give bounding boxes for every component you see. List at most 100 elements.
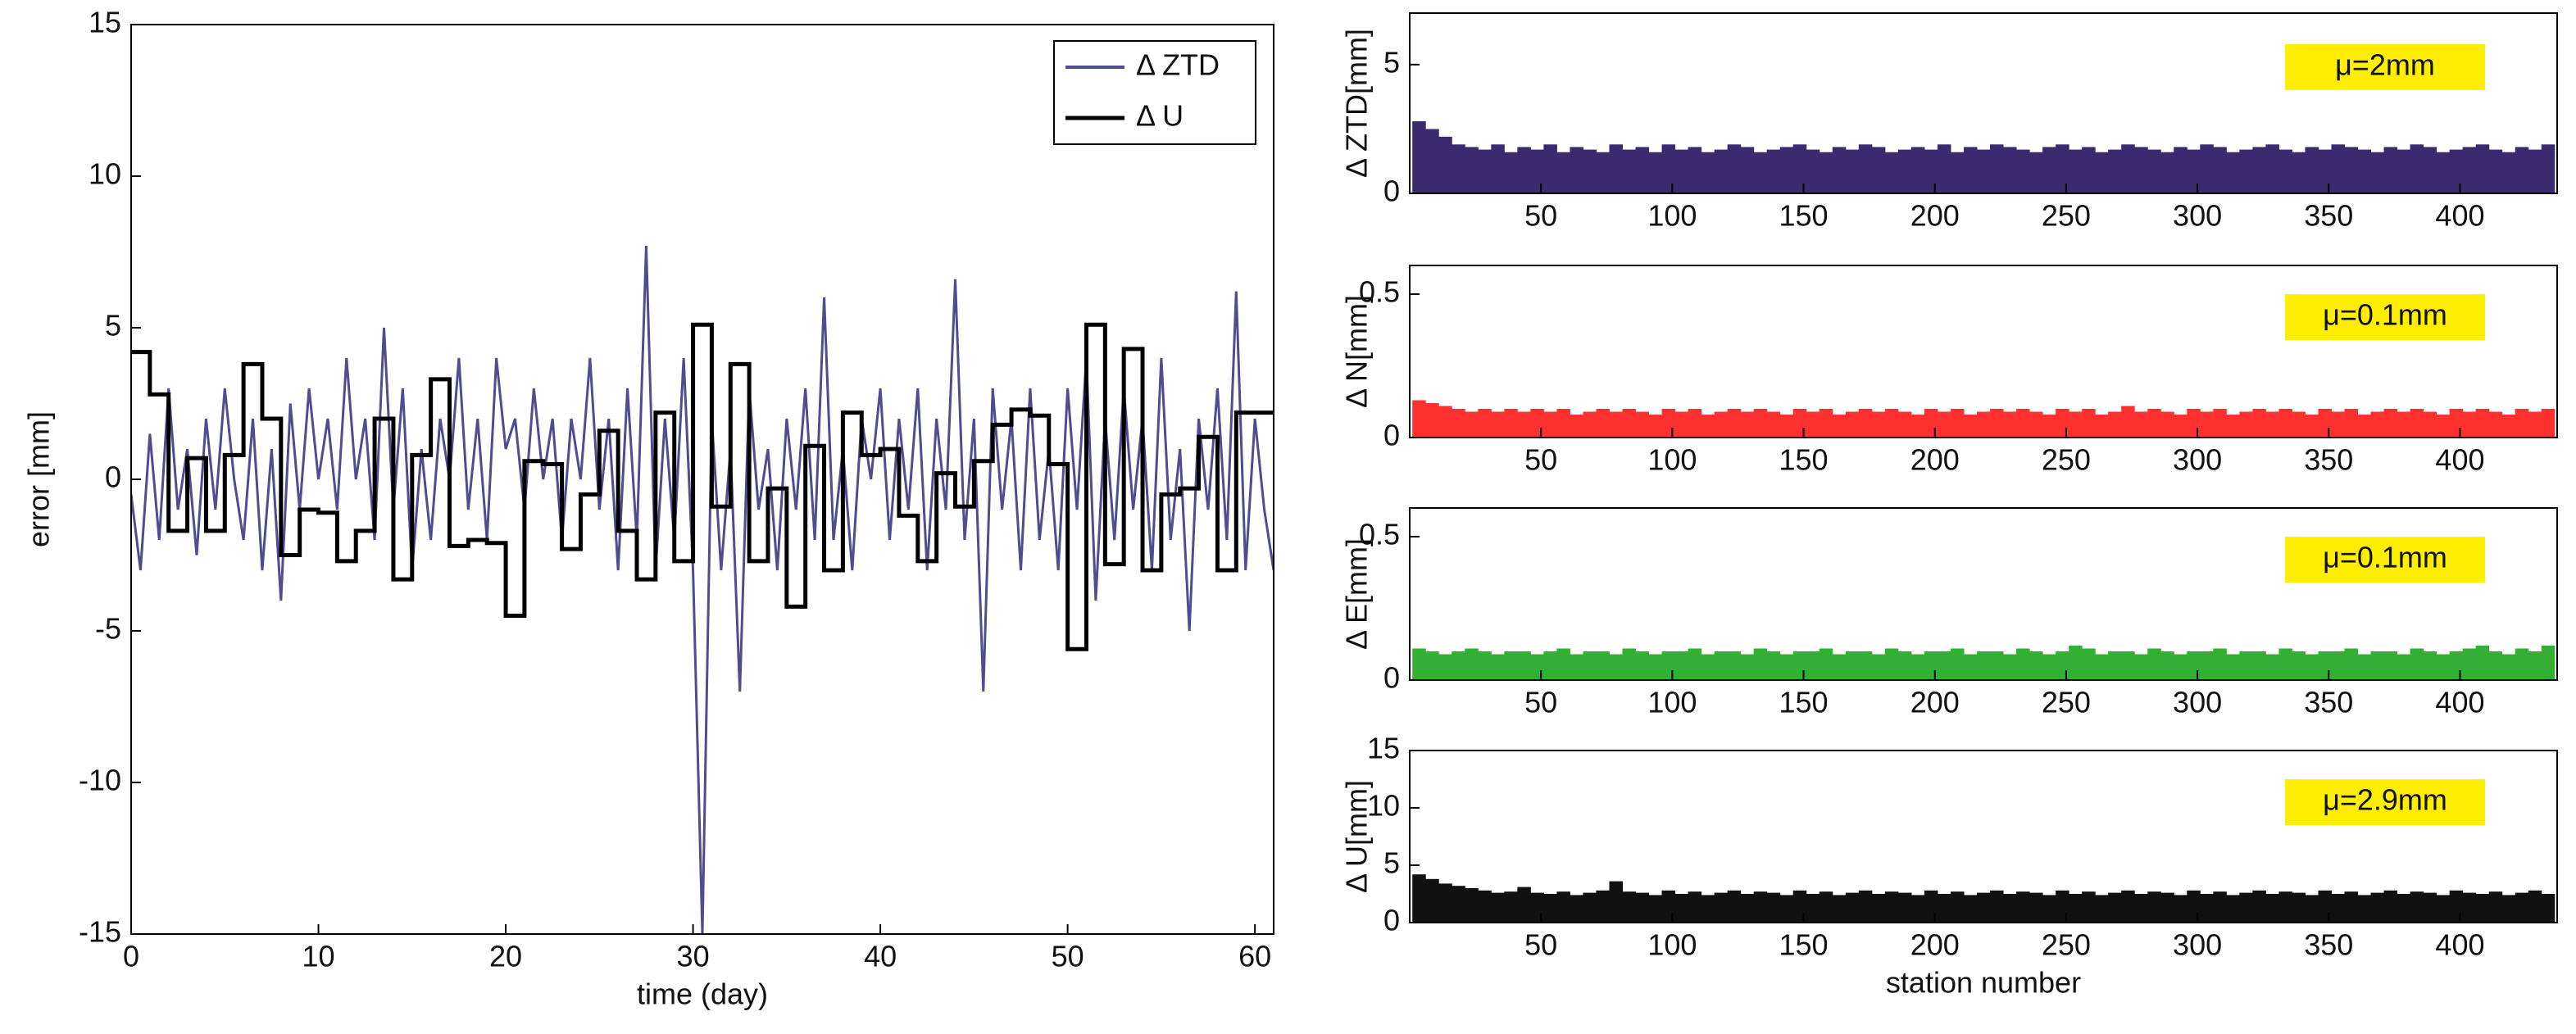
bar [2331,651,2346,680]
bar [2475,144,2490,193]
bar [1570,654,1583,680]
bar [2134,894,2148,923]
bar [2252,147,2266,193]
bar [2344,891,2359,923]
bar [2292,651,2306,680]
bar [2305,895,2319,923]
bar [1661,409,1676,438]
annotation-box [2285,44,2485,90]
bar [2318,409,2332,438]
x-tick-label: 400 [2435,199,2484,233]
bar [2541,646,2556,680]
bar [1596,651,1610,680]
bar [1937,144,1951,193]
bar [1937,894,1951,923]
bar [1910,147,1925,193]
x-tick-label: 30 [677,940,710,973]
x-tick-label: 100 [1647,686,1697,719]
bar [2003,894,2017,923]
bar [1963,895,1978,923]
bar [2475,646,2490,680]
bar [2174,147,2188,193]
x-tick-label: 200 [1910,443,1960,477]
y-tick-label: 5 [105,309,121,342]
x-tick-label: 40 [864,940,897,973]
bar [2423,651,2437,680]
bar [1609,144,1623,193]
bar [2344,409,2359,438]
bar [1779,895,1794,923]
y-axis-label: Δ N[mm] [1340,295,1374,408]
bar [2213,409,2227,438]
bar [2410,891,2424,923]
bar [2082,648,2096,680]
bar [2042,415,2056,438]
bar [2187,890,2201,923]
bar [2213,891,2227,923]
bar [1674,651,1689,680]
bar [2383,409,2398,438]
bar [1714,651,1729,680]
bar [2029,892,2043,923]
bar [2029,152,2043,193]
bar [1766,892,1781,923]
annotation: μ=2.9mm [2323,783,2447,817]
bar [1701,895,1715,923]
bar [2331,144,2346,193]
bar [1897,411,1912,438]
x-tick-label: 300 [2173,443,2222,477]
bar [2003,654,2017,680]
bar [1425,651,1439,680]
annotation: μ=2mm [2335,48,2435,82]
bar [2029,411,2043,438]
x-tick-label: 0 [123,940,139,973]
bar [1727,890,1742,923]
bar [1661,890,1676,923]
bar [1583,651,1597,680]
bar [2121,406,2135,438]
bar [2134,147,2148,193]
bar [1596,890,1610,923]
bar [1924,149,1938,193]
bar [2528,651,2542,680]
bar [2357,415,2372,438]
bar [2436,895,2451,923]
bar [1425,403,1439,438]
bar [2069,149,2083,193]
bar [1583,411,1597,438]
bar [2226,152,2240,193]
bar [1766,651,1781,680]
bar [2305,147,2319,193]
annotation: μ=0.1mm [2323,298,2447,332]
bar [1648,654,1663,680]
x-tick-label: 250 [2042,443,2091,477]
bar [2265,144,2279,193]
plot-area [1412,874,2556,923]
bar [1622,149,1637,193]
bar [2318,149,2332,193]
bar [2357,654,2372,680]
bar [1937,411,1951,438]
bar [1990,890,2004,923]
y-tick-label: 5 [1383,45,1400,79]
bar [1452,886,1465,923]
bar [1478,149,1492,193]
bar [2016,409,2030,438]
x-tick-label: 400 [2435,928,2484,962]
bar [2016,149,2030,193]
bar [2082,891,2096,923]
x-tick-label: 200 [1910,199,1960,233]
bar [1609,654,1623,680]
bar [1661,651,1676,680]
bar [2278,891,2292,923]
bar [1570,415,1583,438]
bar [2397,654,2411,680]
bar [1674,894,1689,923]
y-tick-label: 0 [1383,419,1400,452]
bar [1766,149,1781,193]
bar [2108,149,2122,193]
bar [1753,648,1768,680]
bar [1845,651,1860,680]
x-tick-label: 400 [2435,443,2484,477]
bar [1688,891,1702,923]
